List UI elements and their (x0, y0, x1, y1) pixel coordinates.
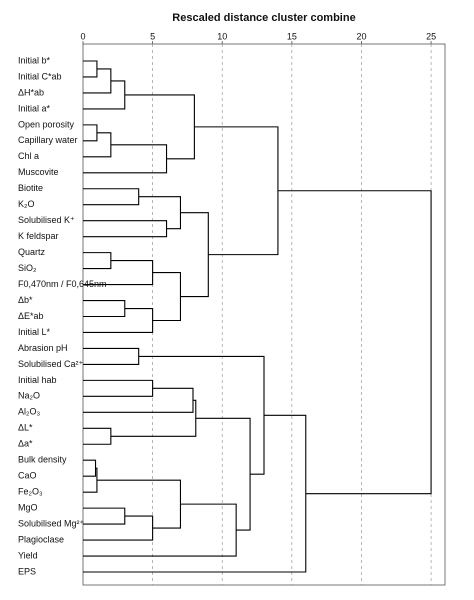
cluster-link (83, 144, 168, 174)
leaf-label: Plagioclase (18, 534, 64, 544)
leaf-label: K feldspar (18, 231, 59, 241)
cluster-link (194, 126, 279, 256)
cluster-link (96, 479, 182, 529)
cluster-link (83, 379, 154, 397)
leaf-label: Δb* (18, 295, 33, 305)
cluster-link (138, 355, 265, 475)
leaf-label: Muscovite (18, 167, 59, 177)
leaf-label: ΔL* (18, 423, 33, 433)
leaf-label: Solubilised Mg²⁺ (18, 518, 85, 528)
cluster-link (83, 427, 112, 445)
leaf-label: Fe₂O₃ (18, 487, 43, 497)
cluster-link (83, 68, 112, 94)
leaf-label: Capillary water (18, 135, 78, 145)
leaf-label: F0,470nm / F0,645nm (18, 279, 107, 289)
leaf-label: Initial hab (18, 375, 57, 385)
x-tick-label: 10 (217, 31, 227, 41)
leaf-label: Solubilised Ca²⁺ (18, 359, 84, 369)
x-tick-label: 15 (287, 31, 297, 41)
leaf-label: CaO (18, 471, 37, 481)
cluster-link (83, 307, 154, 334)
cluster-link (83, 80, 126, 110)
cluster-link (83, 188, 140, 206)
leaf-label: Yield (18, 550, 38, 560)
cluster-link (152, 272, 182, 322)
leaf-label: Open porosity (18, 119, 75, 129)
cluster-link (83, 60, 98, 78)
leaf-label: Solubilised K⁺ (18, 215, 75, 225)
cluster-link (83, 507, 126, 525)
leaf-label: Biotite (18, 183, 43, 193)
leaf-label: Initial a* (18, 103, 51, 113)
x-tick-label: 5 (150, 31, 155, 41)
cluster-link (277, 190, 432, 495)
cluster-link (124, 94, 195, 160)
leaf-label: Quartz (18, 247, 46, 257)
leaf-label: ΔE*ab (18, 311, 44, 321)
cluster-link (138, 196, 182, 230)
leaf-label: EPS (18, 566, 36, 576)
cluster-link (83, 252, 112, 270)
leaf-label: Chl a (18, 151, 39, 161)
x-tick-label: 20 (356, 31, 366, 41)
leaf-label: Initial L* (18, 327, 51, 337)
leaf-label: ΔH*ab (18, 87, 44, 97)
cluster-link (83, 515, 154, 541)
cluster-link (83, 220, 168, 238)
x-tick-label: 25 (426, 31, 436, 41)
cluster-link (83, 459, 97, 477)
x-tick-label: 0 (80, 31, 85, 41)
cluster-link (83, 503, 237, 557)
cluster-link (83, 387, 194, 413)
cluster-link (83, 124, 98, 142)
leaf-label: Initial b* (18, 55, 51, 65)
cluster-link (195, 417, 251, 531)
leaf-label: SiO₂ (18, 263, 37, 273)
cluster-link (83, 347, 140, 365)
leaf-label: Abrasion pH (18, 343, 68, 353)
cluster-link (110, 399, 197, 437)
leaf-label: MgO (18, 503, 38, 513)
chart-title: Rescaled distance cluster combine (172, 12, 355, 24)
leaf-label: Al₂O₃ (18, 407, 40, 417)
cluster-link (83, 299, 126, 318)
cluster-link (83, 260, 154, 286)
leaf-label: K₂O (18, 199, 35, 209)
leaf-label: Na₂O (18, 391, 40, 401)
cluster-link (83, 467, 98, 493)
plot-frame (82, 43, 446, 586)
leaf-label: Δa* (18, 439, 33, 449)
leaf-label: Bulk density (18, 455, 67, 465)
cluster-link (83, 414, 307, 573)
cluster-link (180, 212, 209, 298)
cluster-link (83, 132, 112, 158)
leaf-label: Initial C*ab (18, 71, 62, 81)
